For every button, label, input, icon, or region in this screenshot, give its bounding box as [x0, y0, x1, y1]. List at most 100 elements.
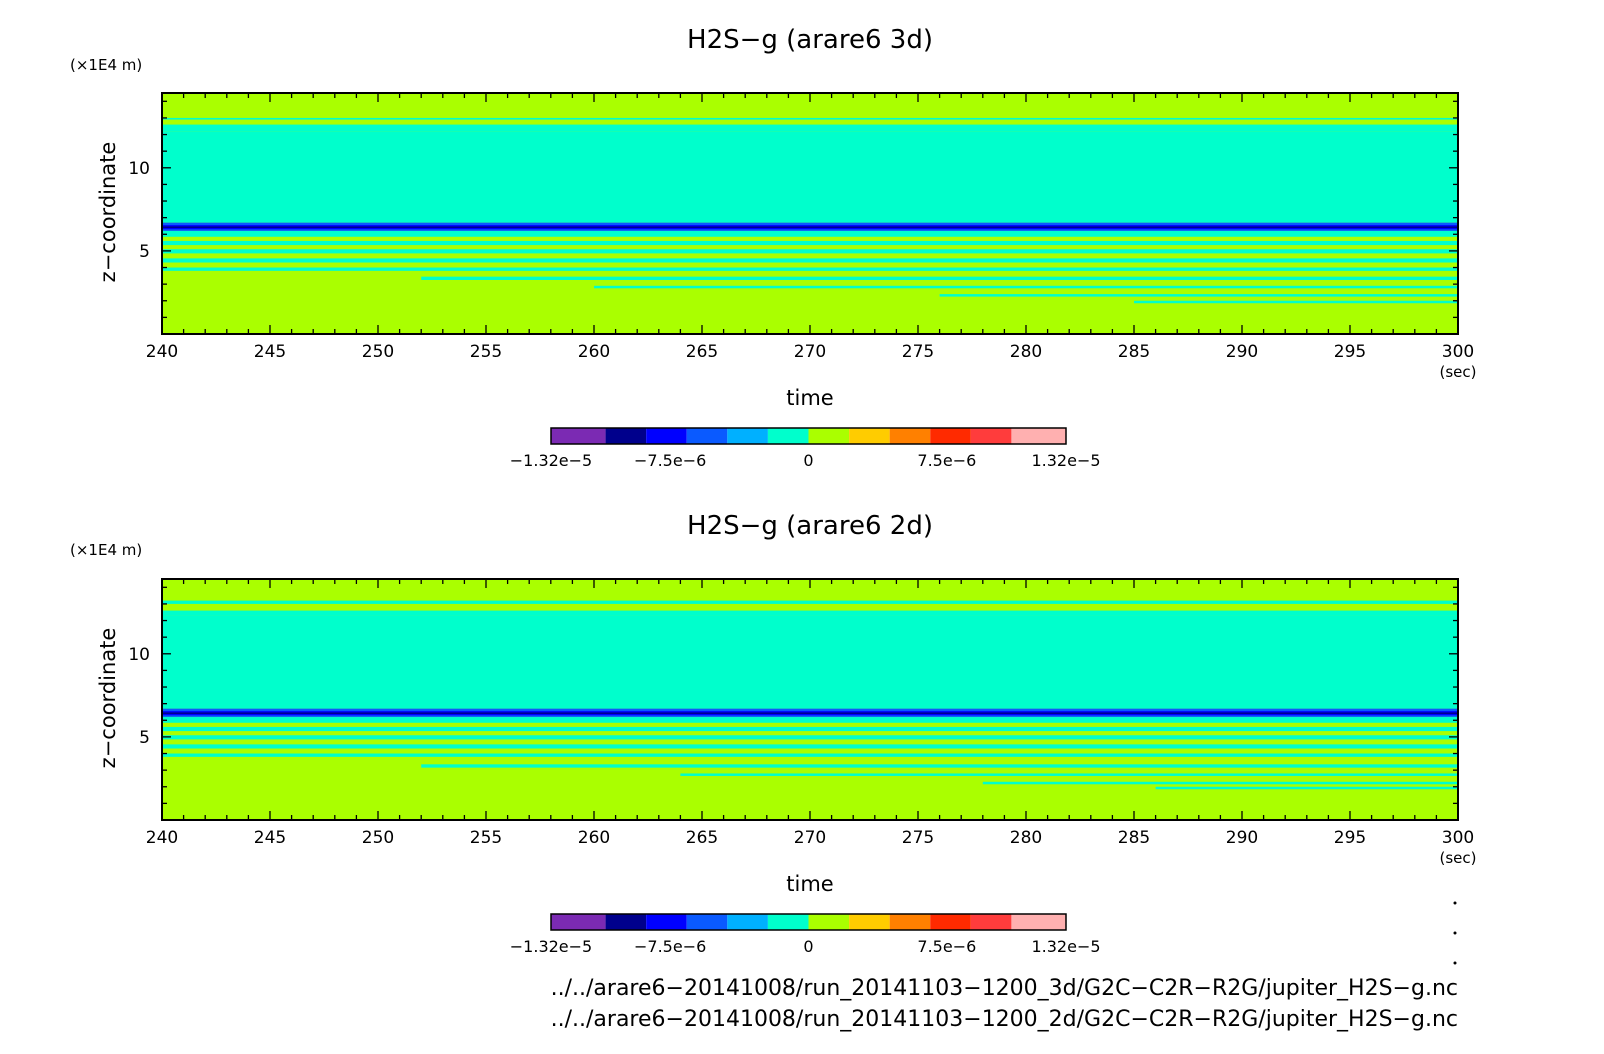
colorbar-swatch: [1011, 428, 1052, 444]
x-tick-label: 290: [1226, 828, 1258, 848]
x-tick-label: 300: [1442, 342, 1474, 362]
x-tick-label: 240: [146, 342, 178, 362]
colorbar-swatch: [889, 914, 931, 930]
x-tick-label: 255: [470, 828, 502, 848]
heatmap-band: [162, 267, 1458, 271]
colorbar-swatch: [605, 914, 647, 930]
x-tick-label: 280: [1010, 828, 1042, 848]
colorbar-tick-label: −7.5e−6: [634, 451, 706, 470]
x-tick-label: 260: [578, 828, 610, 848]
colorbar-swatch: [849, 428, 890, 444]
colorbar-swatch: [551, 914, 565, 930]
heatmap-band: [162, 753, 1458, 757]
chart-title: H2S−g (arare6 3d): [687, 25, 933, 55]
x-tick-label: 285: [1118, 828, 1150, 848]
heatmap-band: [1134, 300, 1458, 304]
colorbar: −1.32e−5 −7.5e−6 0 7.5e−6 1.32e−5: [510, 913, 1101, 956]
x-tick-label: 270: [794, 828, 826, 848]
x-tick-label: 295: [1334, 342, 1366, 362]
x-tick-label: 245: [254, 342, 286, 362]
colorbar-tick-label: 7.5e−6: [917, 451, 976, 470]
heatmap-band: [939, 294, 1458, 297]
heatmap-band: [421, 276, 1459, 280]
colorbar-tick-label: −7.5e−6: [634, 937, 706, 956]
y-axis-label: z−coordinate: [96, 142, 120, 283]
x-tick-label: 280: [1010, 342, 1042, 362]
heatmap-band: [162, 726, 1458, 732]
heatmap-band: [162, 716, 1458, 723]
heatmap-band: [162, 124, 1458, 132]
colorbar-swatch: [1052, 914, 1066, 930]
y-tick-label: 10: [128, 159, 150, 179]
colorbar-swatch: [551, 428, 565, 444]
colorbar-swatch: [1011, 914, 1052, 930]
x-tick-label: 240: [146, 828, 178, 848]
x-tick-label: 265: [686, 828, 718, 848]
x-unit-label: (sec): [1440, 363, 1477, 381]
y-tick-label: 10: [128, 645, 150, 665]
x-tick-labels: 240 245 250 255 260 265 270 275 280 285 290 295 300: [146, 342, 1474, 362]
heatmap-band: [680, 773, 1458, 776]
colorbar-swatch: [889, 428, 931, 444]
x-tick-label: 260: [578, 342, 610, 362]
colorbar-swatch: [970, 914, 1012, 930]
x-tick-label: 275: [902, 342, 934, 362]
colorbar-swatch: [605, 428, 647, 444]
y-tick-label: 5: [139, 728, 150, 748]
x-tick-label: 275: [902, 828, 934, 848]
dot-mark: [1453, 901, 1457, 905]
colorbar-swatch: [1052, 428, 1066, 444]
heatmap-band: [162, 615, 1458, 709]
heatmap-band: [162, 240, 1458, 246]
heatmap-band: [162, 131, 1458, 223]
heatmap-band: [162, 744, 1458, 749]
colorbar-swatch: [808, 428, 850, 444]
colorbar-swatch: [930, 914, 971, 930]
x-tick-label: 250: [362, 828, 394, 848]
x-tick-label: 270: [794, 342, 826, 362]
chart-title: H2S−g (arare6 2d): [687, 511, 933, 541]
colorbar-swatch: [565, 428, 606, 444]
colorbar-tick-label: 1.32e−5: [1031, 937, 1100, 956]
y-tick-labels: 5 10: [128, 159, 150, 262]
colorbar-swatch: [646, 428, 687, 444]
colorbar-swatch: [767, 428, 809, 444]
heatmap-plot: [161, 92, 1459, 335]
x-tick-label: 245: [254, 828, 286, 848]
heatmap-band: [162, 249, 1458, 254]
heatmap-band: [421, 764, 1459, 768]
heatmap-band: [982, 781, 1458, 785]
colorbar: −1.32e−5 −7.5e−6 0 7.5e−6 1.32e−5: [510, 427, 1101, 470]
colorbar-swatch: [808, 914, 850, 930]
colorbar-tick-label: 0: [803, 451, 813, 470]
heatmap-band: [162, 610, 1458, 616]
heatmap-band: [162, 735, 1458, 740]
x-axis-label: time: [786, 386, 833, 410]
x-tick-label: 295: [1334, 828, 1366, 848]
colorbar-swatch: [727, 914, 768, 930]
y-tick-label: 5: [139, 242, 150, 262]
x-tick-label: 255: [470, 342, 502, 362]
chart-panel-3d: H2S−g (arare6 3d) (×1E4 m) z−coordinate …: [70, 25, 1477, 470]
x-axis-label: time: [786, 872, 833, 896]
colorbar-swatch: [930, 428, 971, 444]
colorbar-frame: [550, 427, 1067, 445]
colorbar-swatch: [646, 914, 687, 930]
y-tick-labels: 5 10: [128, 645, 150, 748]
y-unit-label: (×1E4 m): [70, 56, 142, 74]
x-tick-labels: 240 245 250 255 260 265 270 275 280 285 290 295 300: [146, 828, 1474, 848]
heatmap-band: [162, 117, 1458, 120]
colorbar-swatch: [849, 914, 890, 930]
colorbar-swatch: [686, 428, 728, 444]
colorbar-tick-label: 1.32e−5: [1031, 451, 1100, 470]
y-unit-label: (×1E4 m): [70, 541, 142, 559]
x-tick-label: 285: [1118, 342, 1150, 362]
heatmap-plot: [161, 578, 1459, 821]
x-tick-label: 300: [1442, 828, 1474, 848]
heatmap-band: [162, 226, 1458, 228]
file-path-2d: ../../arare6−20141008/run_20141103−1200_…: [551, 1007, 1458, 1032]
y-axis-label: z−coordinate: [96, 628, 120, 769]
colorbar-swatch: [686, 914, 728, 930]
colorbar-tick-label: −1.32e−5: [510, 451, 592, 470]
